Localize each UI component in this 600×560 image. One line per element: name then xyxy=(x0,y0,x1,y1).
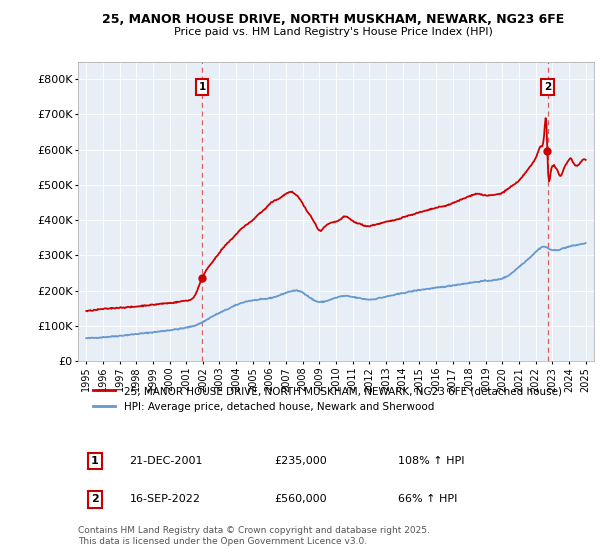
Text: Price paid vs. HM Land Registry's House Price Index (HPI): Price paid vs. HM Land Registry's House … xyxy=(173,27,493,38)
Text: £235,000: £235,000 xyxy=(274,456,327,466)
Text: 25, MANOR HOUSE DRIVE, NORTH MUSKHAM, NEWARK, NG23 6FE: 25, MANOR HOUSE DRIVE, NORTH MUSKHAM, NE… xyxy=(102,13,564,26)
Text: 1: 1 xyxy=(199,82,206,92)
Legend: 25, MANOR HOUSE DRIVE, NORTH MUSKHAM, NEWARK, NG23 6FE (detached house), HPI: Av: 25, MANOR HOUSE DRIVE, NORTH MUSKHAM, NE… xyxy=(88,382,566,416)
Text: £560,000: £560,000 xyxy=(274,494,327,505)
Text: 21-DEC-2001: 21-DEC-2001 xyxy=(130,456,203,466)
Text: 2: 2 xyxy=(91,494,98,505)
Text: 66% ↑ HPI: 66% ↑ HPI xyxy=(398,494,457,505)
Text: Contains HM Land Registry data © Crown copyright and database right 2025.
This d: Contains HM Land Registry data © Crown c… xyxy=(78,526,430,546)
Text: 108% ↑ HPI: 108% ↑ HPI xyxy=(398,456,464,466)
Text: 1: 1 xyxy=(91,456,98,466)
Text: 16-SEP-2022: 16-SEP-2022 xyxy=(130,494,200,505)
Text: 2: 2 xyxy=(544,82,551,92)
